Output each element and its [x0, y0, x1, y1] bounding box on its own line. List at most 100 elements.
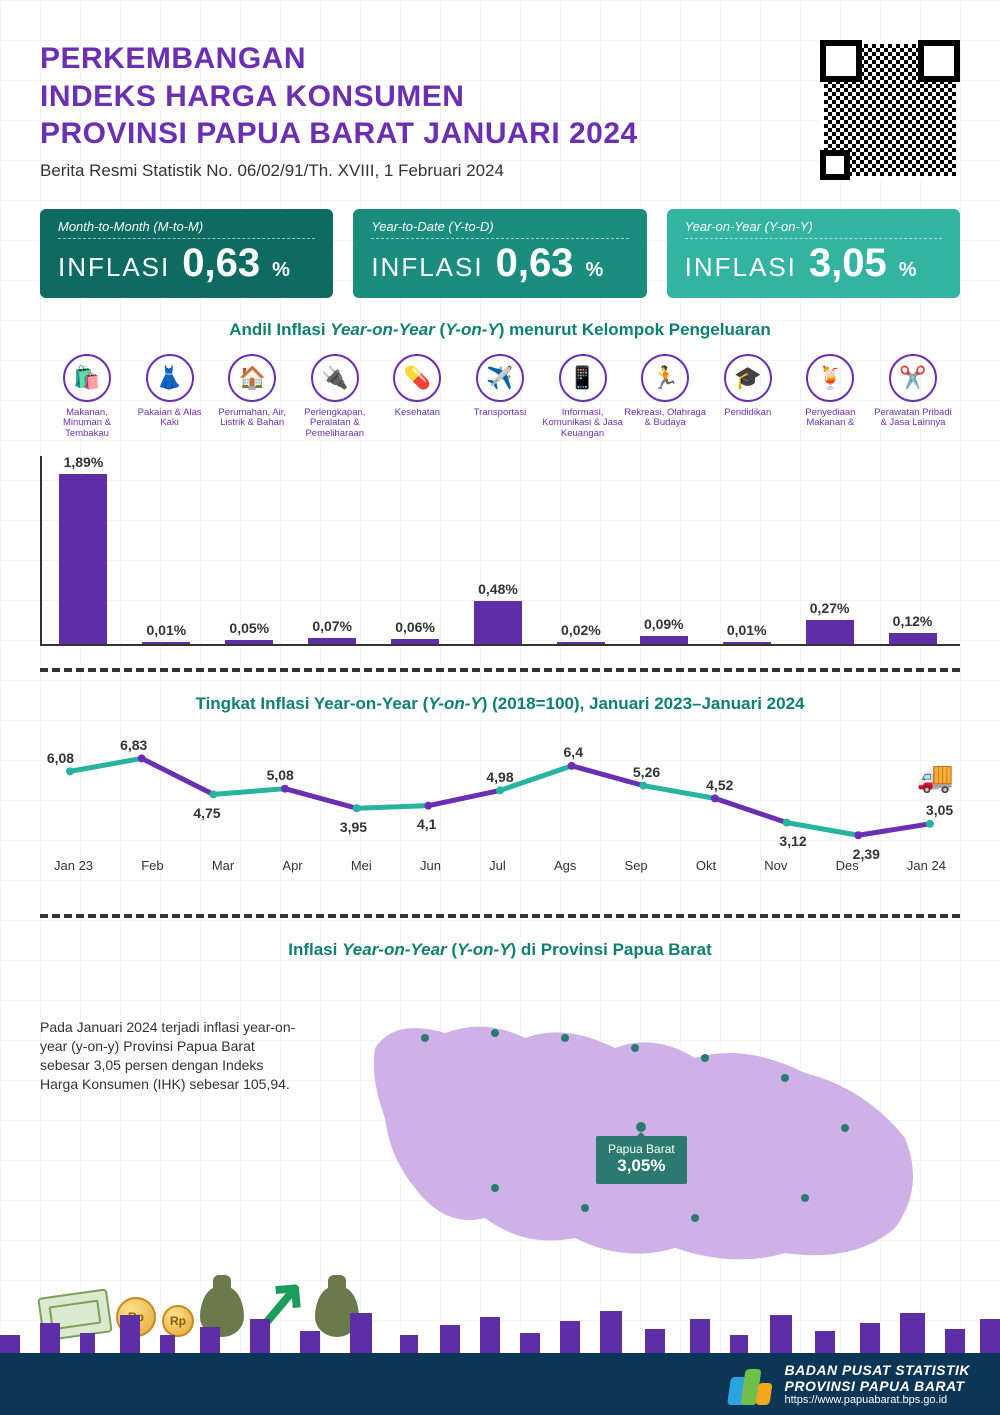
header: PERKEMBANGAN INDEKS HARGA KONSUMEN PROVI… [40, 40, 960, 181]
bar [142, 642, 190, 644]
category-item: 🏠 Perumahan, Air, Listrik & Bahan [211, 354, 293, 441]
line-point-label: 2,39 [853, 846, 880, 862]
line-point-label: 6,83 [120, 737, 147, 753]
bar-value-label: 0,12% [893, 613, 933, 629]
bar-value-label: 0,02% [561, 622, 601, 638]
metric-value: 0,63 [182, 241, 260, 286]
pin-value: 3,05% [608, 1156, 675, 1176]
category-icon: 🛍️ [63, 354, 111, 402]
category-label: Perawatan Pribadi & Jasa Lainnya [872, 408, 954, 430]
category-icon-row: 🛍️ Makanan, Minuman & Tembakau👗 Pakaian … [40, 354, 960, 441]
bar [391, 639, 439, 644]
bar-value-label: 0,09% [644, 616, 684, 632]
line-point-label: 6,08 [47, 750, 74, 766]
category-icon: 🏠 [228, 354, 276, 402]
line-point-label: 3,12 [779, 833, 806, 849]
x-label: Jan 24 [907, 858, 946, 873]
line-point-label: 4,75 [193, 805, 220, 821]
metric-value: 0,63 [496, 241, 574, 286]
metric-label: INFLASI [371, 252, 483, 283]
map-description: Pada Januari 2024 terjadi inflasi year-o… [40, 978, 300, 1278]
x-label: Feb [141, 858, 163, 873]
x-label: Nov [764, 858, 787, 873]
metric-card: Month-to-Month (M-to-M) INFLASI 0,63 % [40, 209, 333, 298]
bar-value-label: 0,01% [147, 622, 187, 638]
bar-value-label: 0,01% [727, 622, 767, 638]
category-label: Pendidikan [707, 408, 789, 419]
bar-value-label: 0,07% [312, 618, 352, 634]
category-item: 🎓 Pendidikan [707, 354, 789, 441]
map-section: Pada Januari 2024 terjadi inflasi year-o… [40, 978, 960, 1278]
line-point-label: 4,1 [417, 816, 436, 832]
divider [40, 914, 960, 918]
line-chart: 🚚 6,086,834,755,083,954,14,986,45,264,52… [40, 742, 960, 892]
bar-value-label: 0,48% [478, 581, 518, 597]
bar [308, 638, 356, 644]
x-label: Apr [282, 858, 302, 873]
line-point-label: 3,95 [340, 819, 367, 835]
category-item: ✈️ Transportasi [459, 354, 541, 441]
category-label: Rekreasi, Olahraga & Budaya [624, 408, 706, 430]
category-icon: 👗 [146, 354, 194, 402]
bar [557, 642, 605, 644]
bar [806, 620, 854, 644]
bar [59, 474, 107, 644]
metric-period: Year-on-Year (Y-on-Y) [685, 219, 942, 239]
x-label: Okt [696, 858, 716, 873]
metric-unit: % [272, 259, 290, 282]
bar-section-title: Andil Inflasi Year-on-Year (Y-on-Y) menu… [40, 320, 960, 340]
metric-label: INFLASI [685, 252, 797, 283]
bar-slot: 0,27% [788, 600, 871, 644]
skyline-art [0, 1305, 1000, 1353]
pin-label: Papua Barat [608, 1142, 675, 1156]
footer: BADAN PUSAT STATISTIK PROVINSI PAPUA BAR… [0, 1353, 1000, 1415]
category-item: 👗 Pakaian & Alas Kaki [129, 354, 211, 441]
line-point-label: 3,05 [926, 802, 953, 818]
bar-slot: 0,05% [208, 620, 291, 644]
bar-slot: 0,02% [539, 622, 622, 644]
category-icon: 🏃 [641, 354, 689, 402]
category-label: Penyediaan Makanan & [789, 408, 871, 430]
page-title-l1: PERKEMBANGAN [40, 40, 820, 78]
category-icon: ✈️ [476, 354, 524, 402]
bar-value-label: 0,05% [229, 620, 269, 636]
metric-unit: % [899, 259, 917, 282]
truck-icon: 🚚 [917, 760, 954, 795]
category-item: 🏃 Rekreasi, Olahraga & Budaya [624, 354, 706, 441]
page-title-l2: INDEKS HARGA KONSUMEN [40, 78, 820, 116]
map-pin: Papua Barat 3,05% [596, 1122, 687, 1184]
line-point-label: 4,52 [706, 777, 733, 793]
x-label: Jul [489, 858, 506, 873]
category-item: 🔌 Perlengkapan, Peralatan & Pemeliharaan [294, 354, 376, 441]
divider [40, 668, 960, 672]
bar-slot: 0,09% [622, 616, 705, 644]
category-label: Informasi, Komunikasi & Jasa Keuangan [542, 408, 624, 441]
x-label: Mei [351, 858, 372, 873]
x-label: Jun [420, 858, 441, 873]
category-label: Perumahan, Air, Listrik & Bahan [211, 408, 293, 430]
bar [474, 601, 522, 644]
bar-slot: 0,12% [871, 613, 954, 644]
bar-slot: 0,07% [291, 618, 374, 644]
metric-unit: % [585, 259, 603, 282]
map-section-title: Inflasi Year-on-Year (Y-on-Y) di Provins… [40, 940, 960, 960]
line-chart-svg [50, 742, 950, 852]
bar-slot: 0,48% [457, 581, 540, 644]
page-subtitle: Berita Resmi Statistik No. 06/02/91/Th. … [40, 161, 820, 181]
line-x-axis: Jan 23FebMarAprMeiJunJulAgsSepOktNovDesJ… [50, 858, 950, 873]
category-label: Pakaian & Alas Kaki [129, 408, 211, 430]
footer-url: https://www.papuabarat.bps.go.id [785, 1394, 971, 1406]
bar [640, 636, 688, 644]
category-icon: 💊 [393, 354, 441, 402]
page-title-l3: PROVINSI PAPUA BARAT JANUARI 2024 [40, 115, 820, 153]
bar-slot: 0,01% [125, 622, 208, 644]
x-label: Jan 23 [54, 858, 93, 873]
footer-prov: PROVINSI PAPUA BARAT [785, 1378, 971, 1394]
category-icon: 🔌 [311, 354, 359, 402]
category-item: ✂️ Perawatan Pribadi & Jasa Lainnya [872, 354, 954, 441]
line-point-label: 5,08 [267, 767, 294, 783]
x-label: Mar [212, 858, 234, 873]
metric-card: Year-to-Date (Y-to-D) INFLASI 0,63 % [353, 209, 646, 298]
category-icon: 🍹 [806, 354, 854, 402]
category-label: Kesehatan [376, 408, 458, 419]
